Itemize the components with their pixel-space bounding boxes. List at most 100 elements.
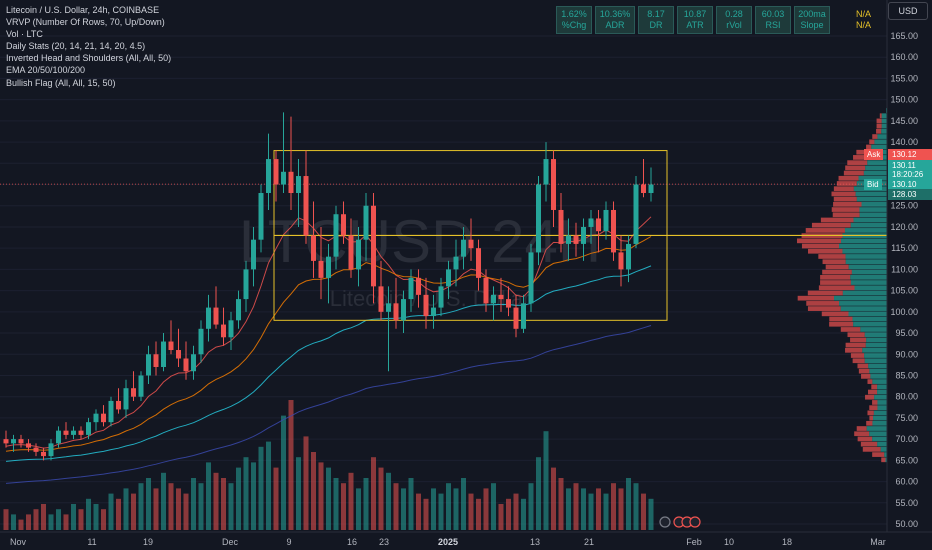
volume-profile-row-down xyxy=(797,238,842,244)
candle-body xyxy=(18,439,24,444)
candle-body xyxy=(423,294,429,317)
volume-bar xyxy=(356,488,361,530)
volume-profile-row-down xyxy=(806,301,840,306)
legend-indicator-ema[interactable]: EMA 20/50/100/200 xyxy=(6,65,86,76)
price-tick-label: 60.00 xyxy=(895,477,918,487)
volume-bar xyxy=(303,436,309,530)
candle-body xyxy=(138,375,144,397)
volume-profile-row-up xyxy=(850,274,887,280)
volume-profile-row-down xyxy=(821,311,849,317)
volume-bar xyxy=(116,498,121,530)
volume-bar xyxy=(386,472,391,530)
candle-body xyxy=(183,358,189,372)
volume-profile-row-down xyxy=(876,128,882,134)
volume-bar xyxy=(26,514,31,530)
time-tick-label: 13 xyxy=(530,537,540,547)
candle-body xyxy=(341,214,346,236)
volume-profile-row-down xyxy=(807,290,843,296)
currency-button[interactable]: USD xyxy=(888,2,928,20)
legend-indicator-vrvp[interactable]: VRVP (Number Of Rows, 70, Up/Down) xyxy=(6,17,165,28)
candle-body xyxy=(611,209,616,253)
price-axis[interactable]: 165.00160.00155.00150.00145.00140.00135.… xyxy=(886,0,918,532)
volume-bar xyxy=(588,493,594,530)
candle-body xyxy=(108,400,114,423)
volume-profile-row-up xyxy=(874,394,887,400)
candle-body xyxy=(641,184,646,194)
volume-bar xyxy=(333,478,339,530)
volume-bar xyxy=(63,514,69,530)
candle-body xyxy=(528,252,534,304)
volume-bar xyxy=(363,478,369,530)
candle-body xyxy=(56,430,61,444)
volume-bar xyxy=(408,478,414,530)
volume-profile-row-up xyxy=(874,139,887,145)
volume-profile-row-down xyxy=(881,457,886,463)
candle-body xyxy=(266,159,271,194)
volume-profile-row-down xyxy=(869,139,875,145)
candle-body xyxy=(41,451,46,457)
volume-profile-row-down xyxy=(833,196,857,202)
price-tick-label: 85.00 xyxy=(895,370,918,380)
volume-bar xyxy=(86,498,91,530)
price-tick-label: 140.00 xyxy=(890,137,918,147)
volume-profile-row-up xyxy=(845,259,887,265)
candle-body xyxy=(453,256,459,270)
volume-bar xyxy=(581,488,586,530)
volume-profile-row-down xyxy=(825,264,849,270)
candle-body xyxy=(333,214,339,257)
event-icon xyxy=(659,516,671,528)
volume-profile-row-down xyxy=(820,274,851,280)
volume-bar xyxy=(243,457,249,530)
time-axis[interactable]: Nov 11 19 Dec 9 16 23 2025 13 21 Feb 10 18 Mar xyxy=(0,531,932,547)
countdown-tag: 18:20:26 xyxy=(888,169,932,180)
candle-body xyxy=(71,430,76,435)
volume-bar xyxy=(56,509,61,530)
time-tick-label: 18 xyxy=(782,537,792,547)
candle-body xyxy=(168,341,174,351)
candle-body xyxy=(131,388,136,397)
volume-profile-row-up xyxy=(877,441,887,447)
volume-profile-row-down xyxy=(822,269,852,275)
volume-profile-row-down xyxy=(876,123,882,129)
legend-indicator-daily-stats[interactable]: Daily Stats (20, 14, 21, 14, 20, 4.5) xyxy=(6,41,146,52)
volume-bar xyxy=(498,504,504,530)
volume-bar xyxy=(153,488,159,530)
volume-profile-row-down xyxy=(861,374,871,379)
volume-profile-row-up xyxy=(881,113,887,119)
legend-indicator-volume[interactable]: Vol · LTC xyxy=(6,29,43,40)
event-icons[interactable] xyxy=(659,516,701,528)
volume-bar xyxy=(461,478,466,530)
volume-profile-row-up xyxy=(869,368,887,374)
volume-profile-row-down xyxy=(871,384,878,390)
volume-profile-row-up xyxy=(871,144,887,150)
volume-bar xyxy=(603,493,609,530)
time-tick-label: 19 xyxy=(143,537,153,547)
candle-body xyxy=(476,248,481,278)
candle-body xyxy=(93,413,99,423)
volume-bar xyxy=(536,457,541,530)
time-tick-label: Mar xyxy=(870,537,886,547)
price-tick-label: 150.00 xyxy=(890,95,918,105)
volume-bar xyxy=(528,483,534,530)
volume-profile-row-down xyxy=(833,201,862,207)
candle-body xyxy=(618,252,624,270)
volume-profile-row-up xyxy=(872,436,887,442)
candle-body xyxy=(3,439,9,444)
volume-profile-row-down xyxy=(801,243,840,249)
candle-body xyxy=(596,218,601,232)
candle-body xyxy=(581,226,586,244)
candle-body xyxy=(288,171,294,194)
legend-indicator-bullish-flag[interactable]: Bullish Flag (All, All, 15, 50) xyxy=(6,77,116,88)
candle-body xyxy=(431,307,436,317)
legend-indicator-inverted-hs[interactable]: Inverted Head and Shoulders (All, All, 5… xyxy=(6,53,172,64)
volume-profile-row-up xyxy=(856,196,887,202)
price-tick-label: 65.00 xyxy=(895,455,918,465)
volume-profile-row-down xyxy=(831,191,856,197)
time-tick-label: 11 xyxy=(87,537,96,547)
price-tick-label: 55.00 xyxy=(895,498,918,508)
volume-profile-row-down xyxy=(867,379,873,384)
legend-title[interactable]: Litecoin / U.S. Dollar, 24h, COINBASE xyxy=(6,5,160,15)
volume-bar xyxy=(318,462,324,530)
